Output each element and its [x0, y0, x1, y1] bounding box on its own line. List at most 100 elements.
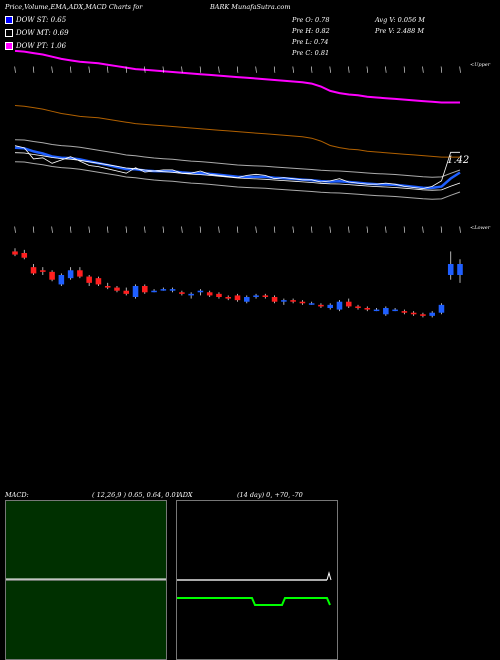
upper-tick: \ — [273, 66, 275, 74]
candle-body — [271, 297, 278, 302]
candle-body — [364, 308, 371, 310]
candle-body — [373, 309, 380, 312]
pt-line — [14, 49, 460, 104]
legend-pt: DOW PT: 1.06 — [5, 42, 66, 50]
upper-band-label: <Upper — [470, 62, 491, 68]
upper-tick: \ — [310, 66, 312, 74]
legend-mt-swatch — [5, 29, 13, 37]
candle-body — [438, 304, 445, 313]
candle-body — [86, 276, 92, 283]
lower-tick: \ — [348, 226, 350, 234]
price-chart: \ \ \ \ \ \ \ \ \ \ \ \ \ \ \ \ \ \ \ \ \ \ \ \ \ \ \ \ \ \ \ \ \ \ \ \ \ \ \ \… — [12, 49, 463, 318]
candle-body — [197, 290, 204, 293]
candle-body — [243, 297, 250, 302]
upper-tick: \ — [403, 66, 405, 74]
upper-tick: \ — [14, 66, 16, 74]
upper-tick: \ — [107, 66, 109, 74]
upper-tick: \ — [329, 66, 331, 74]
candle-body — [151, 290, 157, 293]
legend-pt-swatch — [5, 42, 13, 50]
lower-tick: \ — [88, 226, 90, 234]
upper-tick: \ — [422, 66, 424, 74]
candle-body — [132, 286, 139, 297]
lower-tick: \ — [366, 226, 368, 234]
candle-body — [160, 289, 167, 291]
upper-tick: \ — [292, 66, 294, 74]
candle-body — [253, 295, 259, 297]
upper-envelope-line — [14, 139, 461, 178]
legend-pt-label: DOW PT: 1.06 — [16, 42, 67, 50]
candle-body — [401, 311, 408, 313]
lower-tick: \ — [162, 226, 164, 234]
macd-label: MACD: — [5, 491, 29, 499]
lower-tick: \ — [107, 226, 109, 234]
candle-body — [457, 264, 463, 275]
candle-body — [104, 286, 111, 288]
lower-tick: \ — [125, 226, 127, 234]
upper-tick: \ — [199, 66, 201, 74]
adx-params: (14 day) 0, +70, -70 — [237, 491, 303, 499]
macd-plot — [6, 578, 166, 581]
candle-body — [447, 264, 454, 275]
candle-body — [169, 289, 176, 291]
candle-body — [281, 300, 287, 302]
candle-body — [318, 304, 324, 307]
candle-body — [345, 301, 352, 307]
candle-body — [383, 308, 389, 315]
legend-mt-label: DOW MT: 0.69 — [16, 29, 69, 37]
candle-body — [234, 295, 241, 301]
candle-body — [410, 312, 417, 315]
adx-plot — [177, 571, 332, 606]
current-price-label: 1.42 — [447, 155, 470, 166]
lower-band-label: <Lower — [470, 225, 491, 231]
candle-body — [299, 301, 306, 304]
upper-tick: \ — [181, 66, 183, 74]
candle-body — [355, 306, 361, 308]
lower-tick: \ — [181, 226, 183, 234]
upper-tick: \ — [125, 66, 127, 74]
candle-body — [67, 270, 74, 279]
candle-body — [12, 251, 18, 255]
stat-high: Pre H: 0.82 — [292, 27, 330, 35]
lower-envelope-line — [14, 161, 461, 200]
upper-tick: \ — [366, 66, 368, 74]
upper-tick: \ — [348, 66, 350, 74]
candle-body — [114, 287, 120, 291]
upper-tick: \ — [88, 66, 90, 74]
candle-body — [308, 303, 315, 305]
upper-tick: \ — [32, 66, 34, 74]
site-name: BARK MunafaSutra.com — [210, 3, 291, 11]
legend-st-swatch — [5, 16, 13, 24]
lower-tick: \ — [32, 226, 34, 234]
candle-body — [290, 300, 296, 302]
candle-body — [420, 314, 426, 316]
candle-body — [30, 267, 37, 274]
lower-tick: \ — [199, 226, 201, 234]
candle-body — [77, 270, 83, 277]
adx-di-spike — [326, 571, 332, 581]
candle-body — [429, 312, 435, 316]
candle-body — [216, 293, 222, 297]
lower-tick: \ — [385, 226, 387, 234]
candle-body — [142, 286, 148, 293]
upper-tick: \ — [218, 66, 220, 74]
adx-line — [177, 597, 331, 606]
lower-tick: \ — [422, 226, 424, 234]
legend-mt: DOW MT: 0.69 — [5, 29, 69, 37]
candle-body — [188, 293, 194, 296]
lower-tick: \ — [273, 226, 275, 234]
upper-tick: \ — [236, 66, 238, 74]
upper-tick: \ — [440, 66, 442, 74]
upper-band-line — [14, 105, 460, 158]
stat-close: Pre C: 0.81 — [292, 49, 330, 57]
macd-params: ( 12,26,9 ) 0.65, 0.64, 0.01 — [92, 491, 180, 499]
macd-panel — [5, 500, 167, 660]
upper-tick: \ — [255, 66, 257, 74]
lower-tick: \ — [14, 226, 16, 234]
stat-pre-volume: Pre V: 2.488 M — [375, 27, 425, 35]
lower-tick: \ — [218, 226, 220, 234]
candle-body — [336, 301, 343, 310]
lower-tick: \ — [459, 226, 461, 234]
lower-tick: \ — [255, 226, 257, 234]
candle-body — [262, 295, 269, 297]
